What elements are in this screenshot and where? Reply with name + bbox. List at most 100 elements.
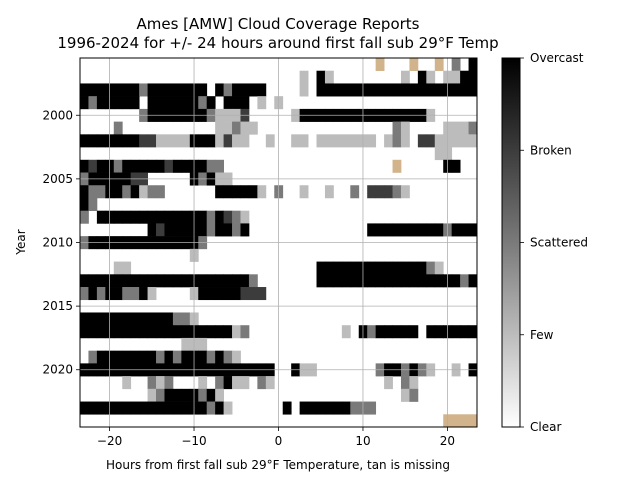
heatmap-cell <box>80 287 89 301</box>
heatmap-cell <box>181 159 191 173</box>
heatmap-cell <box>434 147 444 161</box>
heatmap-cell <box>181 96 191 110</box>
heatmap-cell <box>88 274 98 288</box>
heatmap-cell <box>375 261 385 275</box>
heatmap-cell <box>80 210 89 224</box>
heatmap-cell <box>367 223 377 237</box>
heatmap-cell <box>384 83 393 97</box>
heatmap-cell <box>88 185 98 199</box>
heatmap-cell <box>451 134 461 148</box>
heatmap-cell <box>181 312 191 326</box>
heatmap-cell <box>198 223 208 237</box>
x-tick-label: −10 <box>181 434 206 448</box>
heatmap-cell <box>206 287 216 301</box>
heatmap-cell <box>240 287 250 301</box>
heatmap-cell <box>367 261 377 275</box>
heatmap-cell <box>139 401 148 415</box>
heatmap-cell <box>223 185 233 199</box>
y-tick-label: 2000 <box>42 108 73 122</box>
heatmap-cell <box>80 159 89 173</box>
heatmap-cell <box>156 185 165 199</box>
heatmap-cell <box>113 287 123 301</box>
heatmap-cell <box>172 274 182 288</box>
heatmap-cell <box>198 376 208 390</box>
heatmap-cell <box>400 325 410 339</box>
heatmap-cell <box>147 159 157 173</box>
heatmap-cell <box>367 401 377 415</box>
heatmap-cell <box>434 83 444 97</box>
x-tick-label: 20 <box>440 434 455 448</box>
heatmap-cell <box>181 223 191 237</box>
heatmap-cell <box>181 274 191 288</box>
heatmap-cell <box>333 134 343 148</box>
heatmap-cell <box>392 325 402 339</box>
heatmap-cell <box>451 121 461 135</box>
heatmap-cell <box>206 388 216 402</box>
heatmap-cell <box>324 185 334 199</box>
heatmap-cell <box>316 401 326 415</box>
heatmap-cell <box>130 185 140 199</box>
heatmap-cell <box>409 83 419 97</box>
x-axis-ticks: −20 −10 0 10 20 <box>97 427 455 448</box>
heatmap-cell <box>96 325 106 339</box>
heatmap-cell <box>240 210 250 224</box>
heatmap-cell <box>232 83 241 97</box>
heatmap-cell <box>333 274 343 288</box>
heatmap-cell <box>88 350 98 364</box>
heatmap-cell <box>156 83 165 97</box>
heatmap-cell <box>248 274 258 288</box>
heatmap-cell <box>350 83 360 97</box>
heatmap-cell <box>451 274 461 288</box>
heatmap-cell <box>468 325 478 339</box>
heatmap-cell <box>341 325 351 339</box>
heatmap-cell <box>350 401 360 415</box>
heatmap-cell <box>468 58 478 72</box>
heatmap-cell <box>113 210 123 224</box>
heatmap-cell <box>164 159 174 173</box>
heatmap-cell <box>400 121 410 135</box>
heatmap-cell <box>232 121 241 135</box>
heatmap-cell <box>88 83 98 97</box>
heatmap-cell <box>333 401 343 415</box>
heatmap-cell <box>156 325 165 339</box>
heatmap-cell <box>409 325 419 339</box>
heatmap-cell <box>232 134 241 148</box>
heatmap-cell <box>215 83 224 97</box>
colorbar-tick-label: Scattered <box>530 236 588 250</box>
heatmap-cell <box>206 350 216 364</box>
heatmap-cell <box>113 134 123 148</box>
heatmap-cell <box>341 261 351 275</box>
heatmap-cell <box>147 325 157 339</box>
heatmap-cell <box>468 414 478 428</box>
heatmap-cell <box>324 401 334 415</box>
heatmap-cell <box>460 121 469 135</box>
heatmap-cell <box>265 134 275 148</box>
heatmap-cell <box>130 134 140 148</box>
heatmap-cell <box>367 185 377 199</box>
colorbar-gradient <box>501 57 521 428</box>
heatmap-cell <box>164 210 174 224</box>
heatmap-cell <box>308 401 317 415</box>
heatmap-cell <box>164 401 174 415</box>
heatmap-cell <box>80 134 89 148</box>
heatmap-cell <box>122 159 132 173</box>
heatmap-cell <box>400 185 410 199</box>
heatmap-cell <box>215 350 224 364</box>
heatmap-cell <box>130 325 140 339</box>
heatmap-cell <box>400 274 410 288</box>
heatmap-cell <box>122 312 132 326</box>
heatmap-cell <box>400 83 410 97</box>
heatmap-cell <box>451 58 461 72</box>
heatmap-cell <box>434 325 444 339</box>
heatmap-cell <box>198 325 208 339</box>
heatmap-cell <box>384 376 393 390</box>
heatmap-cell <box>468 121 478 135</box>
heatmap-cell <box>291 134 301 148</box>
heatmap-cell <box>434 58 444 72</box>
heatmap-cell <box>223 274 233 288</box>
heatmap-cell <box>88 96 98 110</box>
heatmap-cell <box>181 337 191 351</box>
heatmap-cell <box>417 83 427 97</box>
heatmap-cell <box>198 401 208 415</box>
